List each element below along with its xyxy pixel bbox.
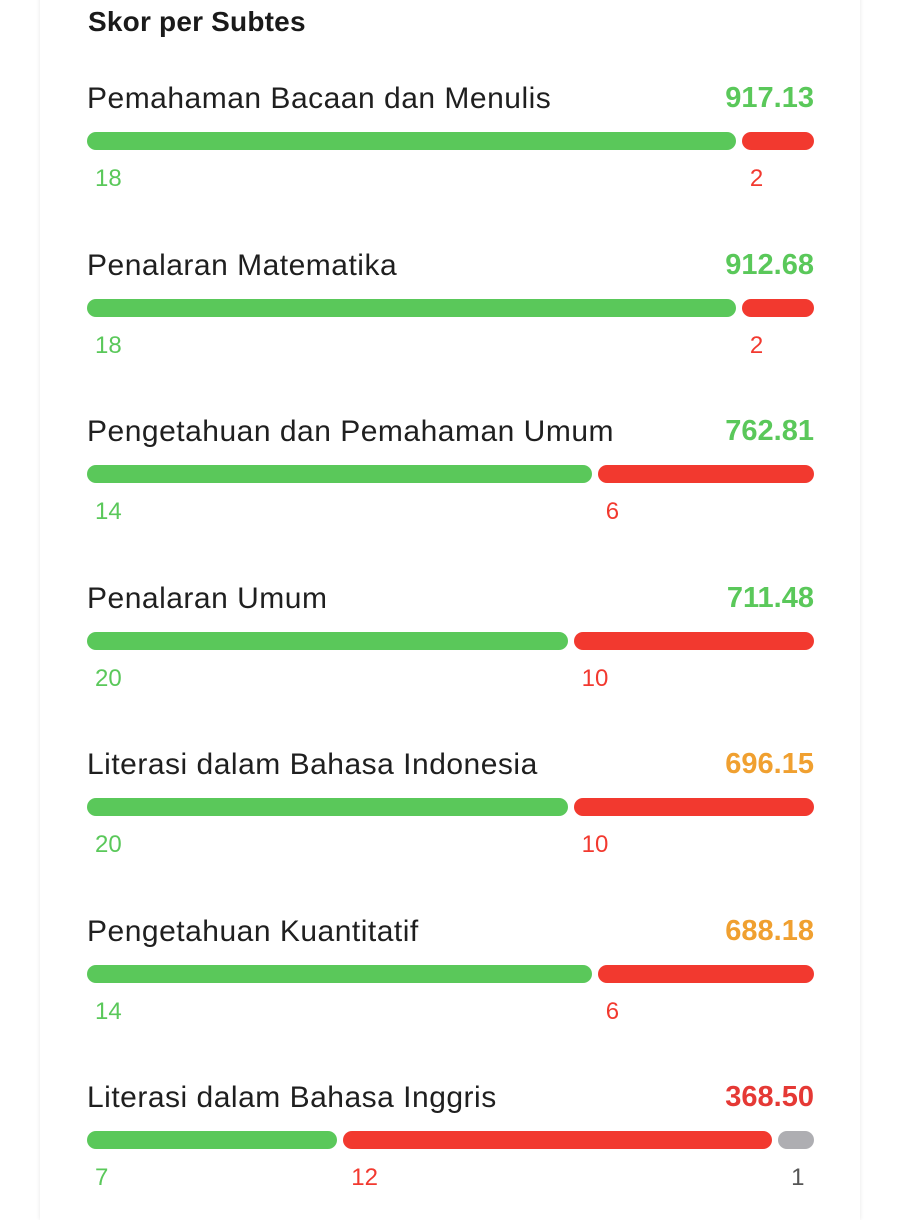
- subtest-row: Literasi dalam Bahasa Inggris 368.50 7 12 1: [87, 1081, 814, 1201]
- subtest-score: 711.48: [726, 581, 814, 614]
- subtest-score-card: [40, 0, 860, 1220]
- subtest-row: Pemahaman Bacaan dan Menulis 917.13 18 2: [87, 82, 814, 202]
- wrong-answers-segment: [741, 298, 814, 317]
- subtest-name: Penalaran Matematika: [87, 248, 398, 282]
- correct-answers-segment: [87, 298, 736, 317]
- correct-count-label: 20: [95, 831, 122, 858]
- section-title: Skor per Subtes: [88, 6, 306, 37]
- answer-distribution-bar: [87, 798, 814, 816]
- answer-distribution-bar: [87, 298, 814, 317]
- subtest-name: Penalaran Umum: [87, 581, 328, 615]
- wrong-answers-segment: [741, 132, 814, 150]
- subtest-row: Penalaran Matematika 912.68 18 2: [87, 249, 814, 369]
- wrong-answers-segment: [597, 964, 814, 983]
- answer-distribution-bar: [87, 1131, 814, 1149]
- subtest-row: Penalaran Umum 711.48 20 10: [87, 582, 814, 702]
- subtest-score: 696.15: [725, 748, 814, 780]
- correct-answers-segment: [87, 465, 592, 483]
- subtest-score: 368.50: [725, 1081, 814, 1113]
- wrong-count-label: 6: [605, 498, 620, 525]
- answer-distribution-bar: [87, 964, 814, 983]
- wrong-count-label: 2: [749, 331, 764, 359]
- subtest-row: Literasi dalam Bahasa Indonesia 696.15 20 1…: [87, 748, 814, 868]
- wrong-answers-segment: [343, 1131, 773, 1149]
- wrong-answers-segment: [573, 798, 814, 816]
- empty-count-label: 1: [791, 1164, 805, 1191]
- subtest-name: Literasi dalam Bahasa Indonesia: [87, 748, 538, 781]
- empty-answers-segment: [778, 1131, 814, 1149]
- wrong-count-label: 6: [605, 997, 620, 1025]
- subtest-score: 762.81: [725, 415, 814, 447]
- answer-distribution-bar: [87, 631, 814, 650]
- subtest-score: 912.68: [725, 248, 814, 281]
- wrong-count-label: 10: [581, 831, 609, 858]
- wrong-count-label: 12: [351, 1164, 378, 1191]
- correct-answers-segment: [87, 132, 736, 150]
- subtest-name: Pengetahuan Kuantitatif: [87, 914, 419, 948]
- correct-count-label: 20: [95, 664, 122, 692]
- correct-count-label: 18: [95, 165, 122, 192]
- correct-answers-segment: [87, 964, 592, 983]
- wrong-count-label: 2: [749, 165, 764, 192]
- subtest-score: 917.13: [725, 82, 814, 114]
- wrong-answers-segment: [573, 631, 814, 650]
- subtest-row: Pengetahuan Kuantitatif 688.18 14 6: [87, 915, 814, 1035]
- correct-answers-segment: [87, 631, 568, 650]
- correct-answers-segment: [87, 798, 568, 816]
- subtest-name: Pengetahuan dan Pemahaman Umum: [87, 415, 614, 448]
- subtest-score: 688.18: [725, 914, 814, 947]
- answer-distribution-bar: [87, 132, 814, 150]
- correct-count-label: 14: [95, 997, 122, 1025]
- correct-count-label: 18: [95, 331, 122, 359]
- subtest-name: Pemahaman Bacaan dan Menulis: [87, 82, 552, 115]
- correct-answers-segment: [87, 1131, 338, 1149]
- subtest-row: Pengetahuan dan Pemahaman Umum 762.81 14 6: [87, 415, 814, 535]
- correct-count-label: 14: [95, 498, 122, 525]
- wrong-answers-segment: [597, 465, 814, 483]
- correct-count-label: 7: [95, 1164, 109, 1191]
- subtest-name: Literasi dalam Bahasa Inggris: [87, 1081, 497, 1114]
- answer-distribution-bar: [87, 465, 814, 483]
- wrong-count-label: 10: [581, 664, 609, 692]
